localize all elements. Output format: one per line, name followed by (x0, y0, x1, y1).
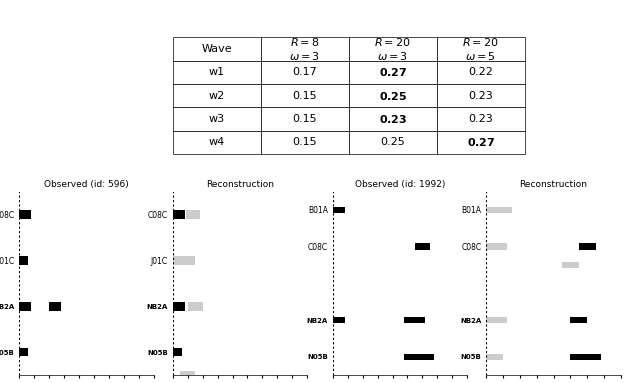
Bar (180, 371, 195, 380)
Bar (404, 354, 435, 360)
Bar (188, 302, 203, 311)
Bar (570, 354, 600, 360)
Bar (486, 206, 511, 213)
Bar (173, 210, 185, 219)
Bar (173, 302, 185, 311)
Bar (486, 317, 507, 324)
Title: Observed (id: 1992): Observed (id: 1992) (355, 180, 445, 189)
Bar (562, 262, 579, 268)
Bar (173, 256, 195, 265)
Bar (415, 243, 430, 250)
Bar (19, 302, 31, 311)
Bar (570, 317, 588, 324)
Bar (486, 243, 507, 250)
Bar (173, 348, 182, 357)
Bar (186, 210, 200, 219)
Bar (333, 206, 345, 213)
Bar (19, 348, 28, 357)
Bar (486, 354, 503, 360)
Bar (49, 302, 61, 311)
Bar (404, 317, 426, 324)
Title: Observed (id: 596): Observed (id: 596) (44, 180, 129, 189)
Bar (333, 317, 345, 324)
Bar (19, 256, 28, 265)
Title: Reconstruction: Reconstruction (520, 180, 588, 189)
Title: Reconstruction: Reconstruction (206, 180, 274, 189)
Bar (19, 210, 31, 219)
Bar (579, 243, 596, 250)
